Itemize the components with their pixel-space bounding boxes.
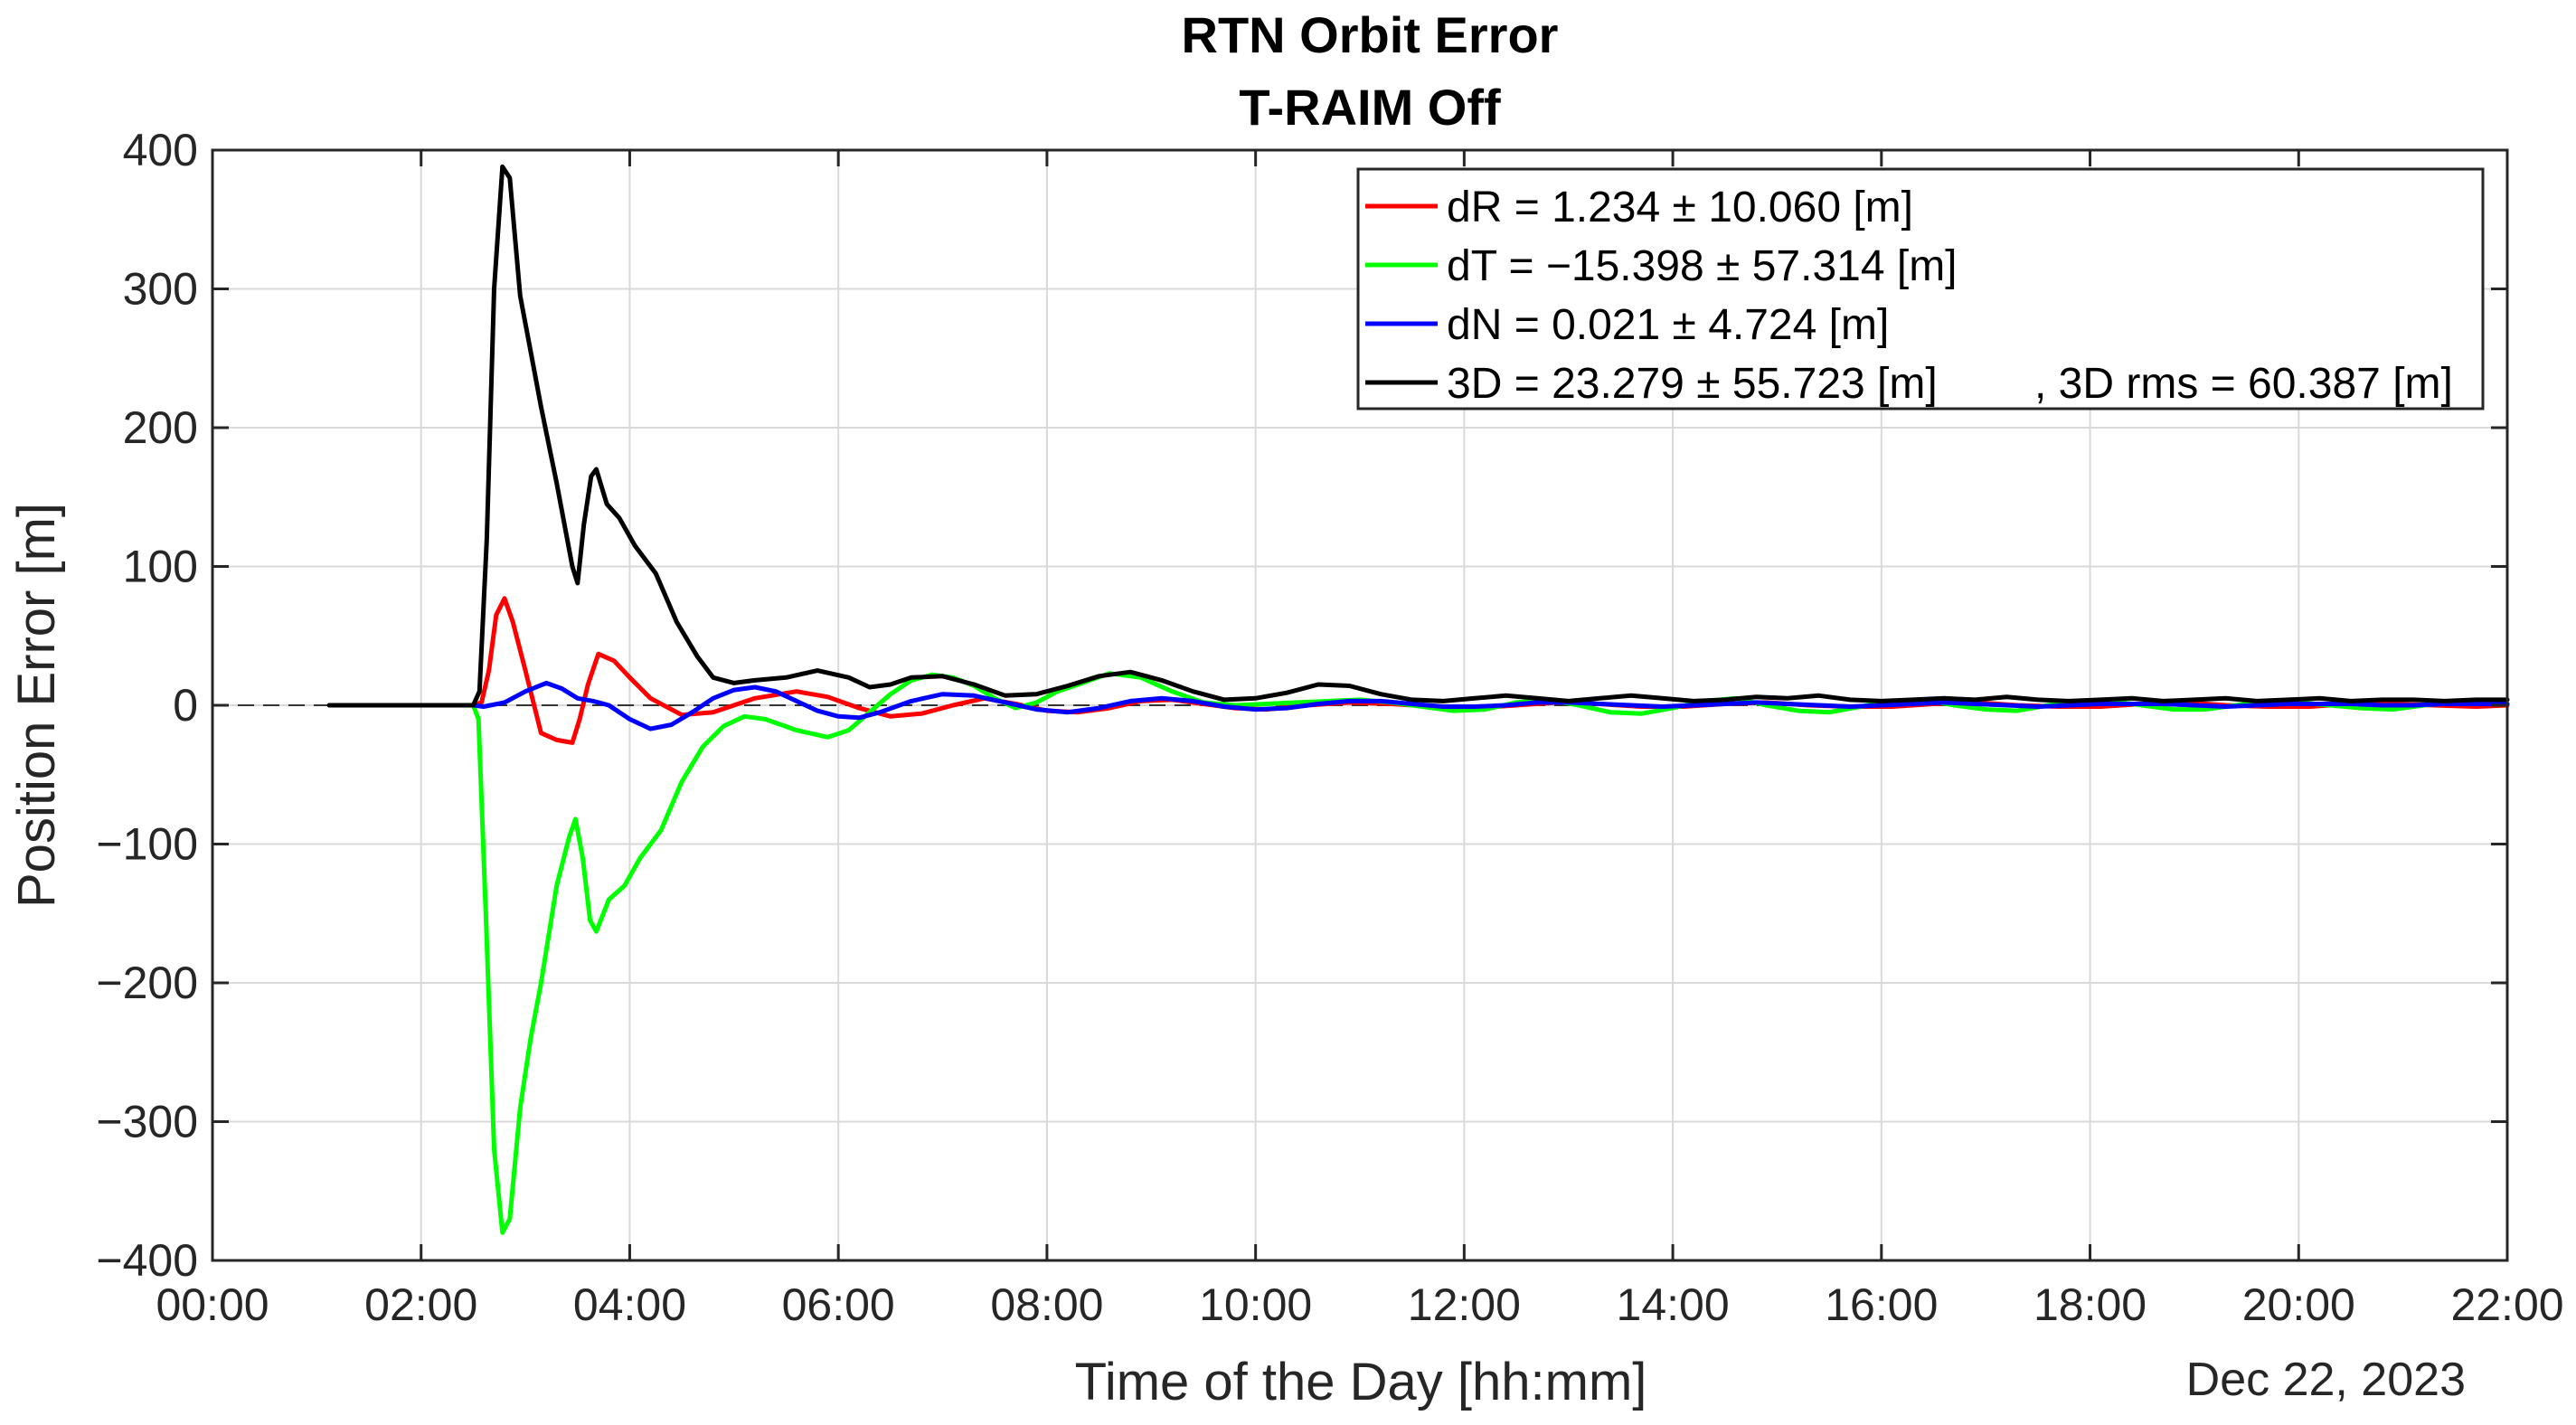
y-tick-label: −300 [96,1097,198,1147]
series-line-1 [326,671,2510,1235]
x-tick-label: 04:00 [573,1279,686,1330]
chart-title: RTN Orbit Error [1182,6,1559,63]
y-tick-label: 200 [123,402,198,453]
x-tick-label: 08:00 [990,1279,1103,1330]
legend-box [1356,167,2485,411]
y-axis-label: Position Error [m] [7,503,66,908]
y-tick-label: −200 [96,958,198,1008]
y-tick-label: −400 [96,1235,198,1286]
series-line-0 [326,596,2510,745]
x-tick-label: 00:00 [156,1279,269,1330]
x-tick-label: 16:00 [1825,1279,1938,1330]
series-line-2 [326,680,2510,731]
x-tick-label: 22:00 [2450,1279,2563,1330]
axis-ticks: 00:00 02:00 04:00 06:00 08:00 10:00 12:00 14:00… [96,125,2563,1330]
series-line-3 [326,164,2510,708]
legend-label-3: 3D = 23.279 ± 55.723 [m] [1447,360,1938,408]
x-axis-label: Time of the Day [hh:mm] [1075,1353,1647,1411]
chart-subtitle: T-RAIM Off [1239,79,1501,136]
y-tick-label: 0 [173,680,198,731]
plot-series [326,164,2510,1235]
y-tick-label: 300 [123,264,198,315]
x-tick-label: 12:00 [1408,1279,1521,1330]
x-tick-label: 18:00 [2033,1279,2147,1330]
x-tick-label: 20:00 [2242,1279,2355,1330]
y-tick-label: 400 [123,125,198,175]
x-tick-label: 14:00 [1617,1279,1730,1330]
legend: dR = 1.234 ± 10.060 [m] dT = −15.398 ± 57… [1356,167,2485,411]
x-tick-label: 02:00 [364,1279,477,1330]
x-tick-label: 06:00 [782,1279,895,1330]
date-label: Dec 22, 2023 [2186,1354,2466,1406]
legend-label-1: dT = −15.398 ± 57.314 [m] [1447,242,1958,290]
x-tick-label: 10:00 [1199,1279,1312,1330]
legend-label-2: dN = 0.021 ± 4.724 [m] [1447,301,1889,349]
y-tick-label: −100 [96,819,198,870]
legend-label-suffix-3: , 3D rms = 60.387 [m] [2034,360,2453,408]
legend-label-0: dR = 1.234 ± 10.060 [m] [1447,184,1913,231]
y-tick-label: 100 [123,542,198,592]
